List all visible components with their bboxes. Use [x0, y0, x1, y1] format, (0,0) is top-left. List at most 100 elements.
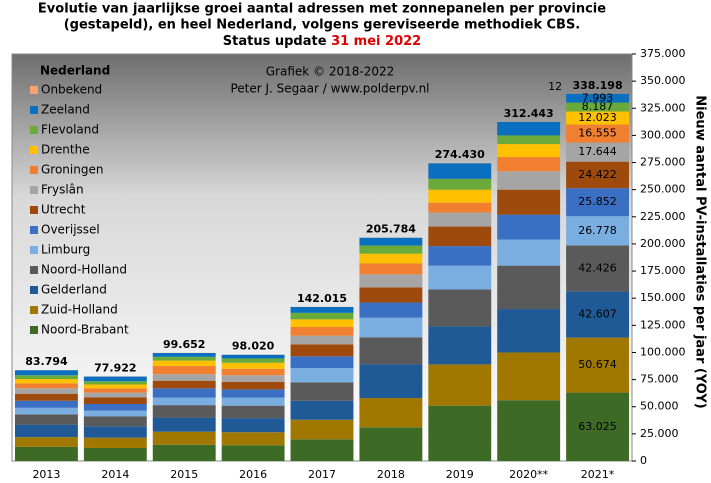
annotation: Grafiek © 2018-2022: [266, 65, 395, 79]
bar-segment: [497, 352, 561, 401]
bar-segment: [152, 356, 216, 361]
bar-segment: [497, 144, 561, 158]
y-tick-label: 300.000: [640, 128, 686, 141]
bar-segment: [497, 214, 561, 240]
bar-segment: [290, 344, 354, 357]
y-tick-label: 375.000: [640, 47, 686, 60]
value-label: 50.674: [578, 358, 617, 371]
chart-title: Evolutie van jaarlijkse groei aantal adr…: [38, 2, 606, 17]
x-tick-label: 2020**: [509, 468, 548, 481]
bar-segment: [359, 317, 423, 338]
y-tick-label: 25.000: [640, 427, 679, 440]
bar-segment: [15, 437, 78, 447]
bar-segment: [83, 426, 147, 438]
legend-label: Zeeland: [41, 103, 90, 117]
total-label: 205.784: [366, 223, 416, 236]
bar-segment: [566, 245, 629, 292]
y-tick-label: 250.000: [640, 183, 686, 196]
legend-label: Overijssel: [41, 223, 100, 237]
legend-label: Fryslân: [41, 183, 84, 197]
bar-segment: [359, 274, 423, 288]
legend-swatch: [30, 186, 38, 194]
bar-segment: [83, 397, 147, 405]
bar-segment: [359, 427, 423, 461]
bar-segment: [290, 319, 354, 327]
bar-segment: [152, 444, 216, 461]
chart-title: Status update 31 mei 2022: [223, 34, 421, 49]
bar-segment: [221, 445, 285, 461]
legend-swatch: [30, 266, 38, 274]
y-tick-label: 350.000: [640, 74, 686, 87]
bar-segment: [290, 306, 354, 313]
bar-segment: [497, 189, 561, 215]
bar-segment: [290, 312, 354, 320]
bar-segment: [15, 393, 78, 401]
bar-segment: [359, 253, 423, 264]
bar-segment: [152, 417, 216, 432]
value-label: 12.023: [578, 111, 617, 124]
bar-segment: [290, 356, 354, 369]
x-tick-label: 2021*: [581, 468, 615, 481]
bar-segment: [83, 384, 147, 389]
legend-label: Noord-Holland: [41, 263, 127, 277]
bar-segment: [83, 437, 147, 448]
bar-segment: [566, 142, 629, 162]
total-label: 83.794: [25, 355, 68, 368]
bar-segment: [221, 362, 285, 369]
bar-segment: [497, 265, 561, 310]
value-label: 42.426: [578, 261, 617, 274]
bar-segment: [566, 291, 629, 338]
y-tick-label: 225.000: [640, 210, 686, 223]
bar-segment: [152, 366, 216, 375]
value-label: 16.555: [578, 127, 617, 140]
value-label: 42.607: [578, 307, 617, 320]
bar-segment: [15, 446, 78, 461]
bar-segment: [428, 326, 492, 365]
bar-segment: [83, 392, 147, 398]
bar-segment: [497, 121, 561, 136]
legend-swatch: [30, 306, 38, 314]
x-tick-label: 2018: [377, 468, 405, 481]
y-axis-label: Nieuw aantal PV-installaties per jaar (Y…: [693, 95, 708, 408]
bar-segment: [290, 335, 354, 345]
bar-segment: [428, 246, 492, 266]
bar-segment: [428, 405, 492, 461]
total-label: 312.443: [504, 107, 554, 120]
bar-segment: [221, 358, 285, 363]
bar-segment: [152, 353, 216, 357]
y-tick-label: 275.000: [640, 156, 686, 169]
bar-segment: [428, 202, 492, 213]
bar-segment: [359, 337, 423, 365]
bar-segment: [359, 263, 423, 275]
bar-segment: [15, 424, 78, 438]
y-tick-label: 100.000: [640, 345, 686, 358]
total-label: 98.020: [232, 340, 275, 353]
y-tick-label: 50.000: [640, 400, 679, 413]
bar-segment: [15, 375, 78, 380]
bar-segment: [221, 368, 285, 376]
y-tick-label: 125.000: [640, 318, 686, 331]
bar-segment: [566, 93, 629, 103]
legend-label: Gelderland: [41, 283, 107, 297]
bar-segment: [566, 337, 629, 393]
bar-segment: [152, 388, 216, 398]
x-tick-label: 2017: [308, 468, 336, 481]
bar-segment: [428, 163, 492, 179]
bar-segment: [359, 302, 423, 318]
bar-segment: [15, 400, 78, 408]
legend-swatch: [30, 246, 38, 254]
legend-swatch: [30, 226, 38, 234]
legend-swatch: [30, 286, 38, 294]
legend-label: Zuid-Holland: [41, 303, 118, 317]
x-tick-label: 2013: [32, 468, 60, 481]
bar-segment: [290, 419, 354, 440]
legend-swatch: [30, 126, 38, 134]
legend-label: Utrecht: [41, 203, 86, 217]
bar-segment: [152, 380, 216, 389]
total-label: 338.198: [573, 79, 623, 92]
total-label: 77.922: [94, 361, 136, 374]
value-label: 25.852: [578, 195, 617, 208]
bar-segment: [83, 447, 147, 461]
legend-label: Groningen: [41, 163, 103, 177]
bar-segment: [152, 405, 216, 418]
